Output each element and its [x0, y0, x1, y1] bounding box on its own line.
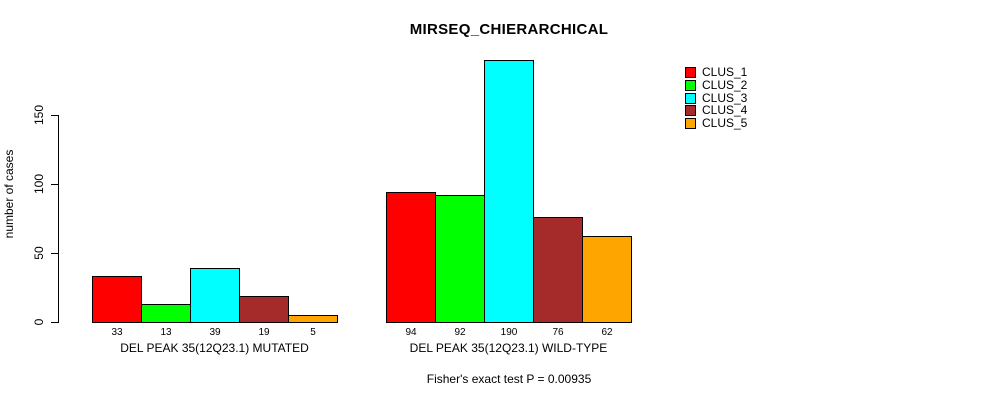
legend-label: CLUS_1 [702, 65, 748, 79]
y-axis-line [58, 115, 59, 323]
group-label: DEL PEAK 35(12Q23.1) MUTATED [120, 341, 309, 355]
bar-value-label: 190 [500, 327, 518, 338]
bar-value-label: 13 [160, 327, 172, 338]
y-tick-label: 150 [32, 104, 46, 126]
legend-label: CLUS_2 [702, 77, 748, 92]
bar-value-label: 76 [552, 327, 564, 338]
y-tick-mark [51, 184, 58, 185]
bar-value-label: 33 [111, 327, 123, 338]
y-tick-label: 0 [32, 318, 46, 326]
legend-label: CLUS_4 [702, 103, 748, 118]
legend-swatch-icon [685, 105, 696, 117]
bar-clus_1-group2 [386, 192, 436, 323]
chart-title: MIRSEQ_CHIERARCHICAL [409, 21, 609, 38]
bar-clus_2-group1 [141, 304, 191, 323]
legend-swatch-icon [685, 67, 696, 78]
legend-label: CLUS_3 [702, 90, 748, 105]
bar-value-label: 94 [405, 327, 417, 338]
y-tick-mark [51, 115, 58, 116]
bar-value-label: 62 [601, 327, 613, 338]
bar-value-label: 19 [258, 327, 270, 338]
bar-clus_3-group2 [484, 60, 534, 323]
bar-clus_4-group2 [533, 217, 583, 323]
bar-value-label: 92 [454, 327, 466, 338]
group-label: DEL PEAK 35(12Q23.1) WILD-TYPE [409, 341, 608, 355]
fisher-test-annotation: Fisher's exact test P = 0.00935 [426, 372, 592, 386]
legend-label: CLUS_5 [702, 116, 748, 130]
bar-value-label: 39 [209, 327, 221, 338]
bar-clus_3-group1 [190, 268, 240, 323]
legend-swatch-icon [685, 79, 696, 91]
y-tick-label: 50 [32, 246, 46, 260]
legend-swatch-icon [685, 92, 696, 104]
bar-clus_1-group1 [92, 276, 142, 323]
bar-clus_5-group1 [288, 315, 338, 323]
bar-clus_5-group2 [582, 236, 632, 323]
y-tick-label: 100 [32, 173, 46, 195]
bar-value-label: 5 [310, 327, 316, 338]
y-tick-mark [51, 322, 58, 323]
bar-clus_4-group1 [239, 296, 289, 323]
y-tick-mark [51, 253, 58, 254]
legend-swatch-icon [685, 118, 696, 129]
bar-clus_2-group2 [435, 195, 485, 323]
y-axis-label: number of cases [2, 149, 16, 239]
